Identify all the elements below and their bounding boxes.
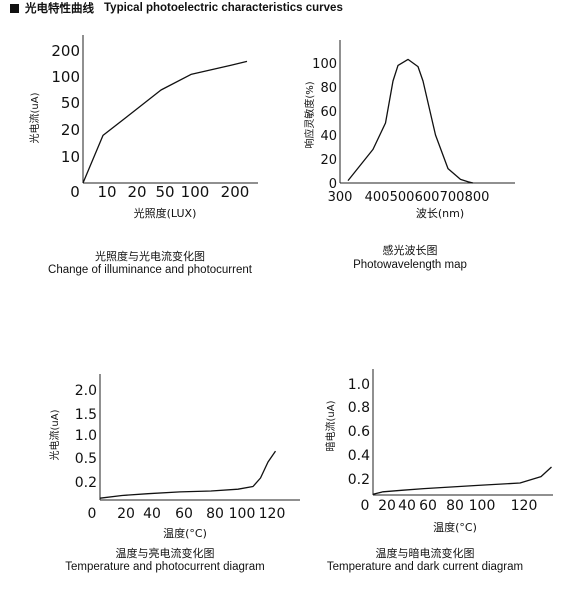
chart4-x-tick-label: 40: [398, 498, 416, 514]
chart1-y-tick-label: 20: [61, 121, 80, 139]
chart4-x-tick-label: 80: [446, 498, 464, 514]
chart3-caption-en: Temperature and photocurrent diagram: [65, 561, 265, 573]
page-header: 光电特性曲线 Typical photoelectric characteris…: [10, 0, 343, 16]
chart1-x-tick-label: 200: [221, 183, 250, 201]
chart4-series-line: [372, 466, 552, 495]
chart3-x-tick-label: 40: [143, 506, 161, 522]
chart2-x-tick-label: 600: [415, 190, 440, 205]
chart1-x-tick-label: 20: [127, 183, 146, 201]
chart4-x-tick-label: 120: [511, 498, 538, 514]
chart2-series-line: [347, 58, 474, 184]
chart3-x-tick-label: 0: [88, 506, 97, 522]
chart1-x-axis-label: 光照度(LUX): [134, 206, 197, 220]
chart4-x-axis-label: 温度(°C): [433, 520, 477, 534]
chart1-y-tick-label: 10: [61, 148, 80, 166]
chart3-x-tick-label: 60: [175, 506, 193, 522]
chart1-x-tick-label: 100: [181, 183, 210, 201]
chart4-y-tick-label: 0.8: [348, 400, 370, 416]
chart3-y-tick-label: 1.0: [75, 428, 97, 444]
chart3-caption-cn: 温度与亮电流变化图: [115, 547, 215, 560]
chart2-x-axis-label: 波长(nm): [416, 207, 464, 220]
chart3-y-tick-label: 0.2: [75, 475, 97, 491]
chart4-y-tick-label: 0.2: [348, 472, 370, 488]
chart4-caption-en: Temperature and dark current diagram: [326, 561, 524, 573]
chart1-x-tick-label: 50: [155, 183, 174, 201]
chart4-x-tick-label: 60: [419, 498, 437, 514]
chart3-x-tick-label: 120: [259, 506, 286, 522]
chart2-x-tick-label: 700: [440, 190, 465, 205]
chart3-x-tick-label: 80: [206, 506, 224, 522]
chart3-y-tick-label: 2.0: [75, 383, 97, 399]
chart1-y-tick-label: 50: [61, 94, 80, 112]
chart4-y-tick-label: 0.4: [348, 448, 370, 464]
chart4-caption-cn: 温度与暗电流变化图: [375, 547, 475, 560]
chart2-caption-en: Photowavelength map: [353, 259, 467, 271]
chart1-x-tick-label: 10: [97, 183, 116, 201]
bullet-square-icon: [10, 3, 19, 13]
chart1-y-tick-label: 200: [51, 42, 80, 60]
chart2-x-tick-label: 800: [465, 190, 490, 205]
chart3-y-axis-label: 光电流(uA): [48, 409, 61, 460]
chart2-y-tick-label: 80: [320, 81, 337, 96]
chart3-x-tick-label: 20: [117, 506, 135, 522]
header-title-cn: 光电特性曲线: [25, 1, 94, 15]
chart1-series-line: [82, 60, 248, 184]
chart1-caption-en: Change of illuminance and photocurrent: [48, 264, 252, 276]
chart3-y-tick-label: 0.5: [75, 451, 97, 467]
chart2-y-tick-label: 40: [320, 129, 337, 144]
chart4-y-tick-label: 0.6: [348, 424, 370, 440]
chart2-y-tick-label: 20: [320, 153, 337, 168]
chart4-y-tick-label: 1.0: [348, 377, 370, 393]
chart1-y-axis-label: 光电流(uA): [28, 92, 41, 143]
chart1-caption-cn: 光照度与光电流变化图: [95, 250, 205, 263]
chart3-y-tick-label: 1.5: [75, 407, 97, 423]
chart1-y-tick-label: 100: [51, 68, 80, 86]
chart4-x-tick-label: 100: [469, 498, 496, 514]
chart2-y-tick-label: 100: [312, 57, 337, 72]
chart2-y-tick-label: 0: [329, 177, 337, 192]
chart2-y-axis-label: 响应灵敏度(%): [303, 81, 316, 148]
chart2-x-tick-label: 500: [390, 190, 415, 205]
header-title-en: Typical photoelectric characteristics cu…: [104, 2, 343, 14]
chart3-x-axis-label: 温度(°C): [163, 526, 207, 540]
chart4-x-tick-label: 20: [378, 498, 396, 514]
chart4-y-axis-label: 暗电流(uA): [324, 400, 337, 451]
chart2-x-tick-label: 300: [328, 190, 353, 205]
chart3-series-line: [99, 450, 277, 499]
chart3-x-tick-label: 100: [229, 506, 256, 522]
chart1-x-tick-label: 0: [70, 183, 80, 201]
chart2-y-tick-label: 60: [320, 105, 337, 120]
chart2-caption-cn: 感光波长图: [382, 244, 438, 257]
chart2-x-tick-label: 400: [365, 190, 390, 205]
chart4-x-tick-label: 0: [361, 498, 370, 514]
